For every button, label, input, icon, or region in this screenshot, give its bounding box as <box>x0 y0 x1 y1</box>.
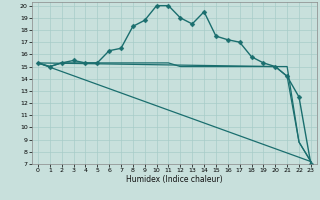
X-axis label: Humidex (Indice chaleur): Humidex (Indice chaleur) <box>126 175 223 184</box>
